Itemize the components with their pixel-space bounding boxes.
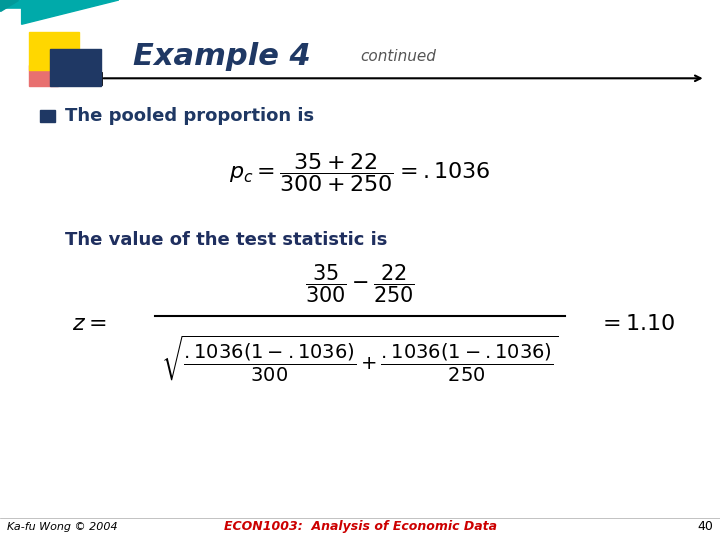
Bar — [40, 110, 55, 122]
Text: 40: 40 — [697, 520, 713, 533]
Bar — [29, 32, 79, 70]
Text: Example 4: Example 4 — [133, 42, 311, 71]
Text: $p_c = \dfrac{35+22}{300+250} = .1036$: $p_c = \dfrac{35+22}{300+250} = .1036$ — [229, 151, 491, 194]
Text: $\sqrt{\dfrac{.1036(1-.1036)}{300} + \dfrac{.1036(1-.1036)}{250}}$: $\sqrt{\dfrac{.1036(1-.1036)}{300} + \df… — [161, 334, 559, 384]
Polygon shape — [0, 0, 18, 11]
Bar — [29, 65, 58, 86]
Bar — [50, 49, 101, 86]
Text: ECON1003:  Analysis of Economic Data: ECON1003: Analysis of Economic Data — [223, 520, 497, 533]
Text: Ka-fu Wong © 2004: Ka-fu Wong © 2004 — [7, 522, 118, 531]
Text: $\dfrac{35}{300} - \dfrac{22}{250}$: $\dfrac{35}{300} - \dfrac{22}{250}$ — [305, 262, 415, 305]
FancyArrow shape — [0, 0, 119, 24]
Text: $z =$: $z =$ — [72, 314, 107, 334]
Text: The value of the test statistic is: The value of the test statistic is — [65, 231, 387, 249]
Text: continued: continued — [360, 49, 436, 64]
Text: $= 1.10$: $= 1.10$ — [598, 314, 675, 334]
Text: The pooled proportion is: The pooled proportion is — [65, 106, 314, 125]
